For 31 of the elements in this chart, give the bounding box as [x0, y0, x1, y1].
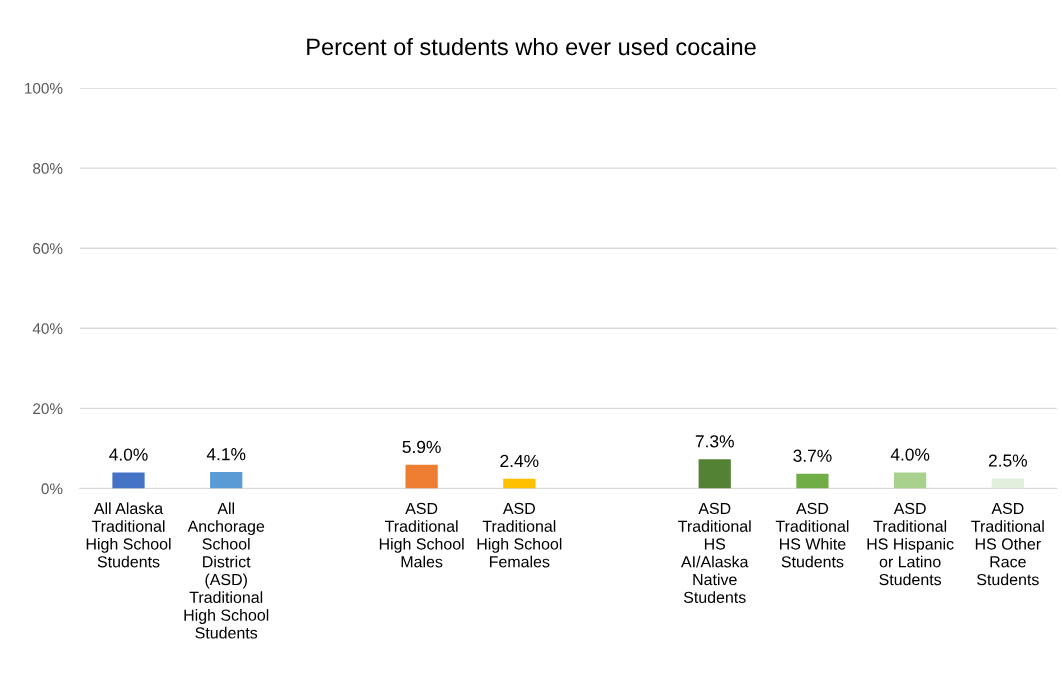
bar [112, 472, 145, 489]
data-label: 7.3% [695, 435, 734, 448]
data-label: 4.1% [206, 448, 246, 461]
data-label: 5.9% [402, 440, 441, 454]
y-tick-label: 100% [25, 82, 63, 94]
bar [991, 478, 1024, 489]
bar [503, 478, 536, 489]
x-tick-label: All Alaska Traditional High School Students [86, 502, 171, 568]
bar [405, 464, 438, 489]
x-tick-label: All Anchorage School District (ASD) Traditional High School Students [184, 502, 269, 639]
y-tick-label: 0% [41, 483, 63, 495]
data-label: 2.5% [988, 454, 1028, 467]
x-tick-label: ASD Traditional HS Hispanic or Latino Students [867, 502, 954, 586]
x-tick-label: ASD Traditional High School Males [379, 502, 464, 568]
y-tick-label: 20% [33, 403, 63, 415]
data-label: 4.0% [890, 448, 930, 461]
x-tick-label: ASD Traditional HS Other Race Students [971, 502, 1044, 586]
x-tick-label: ASD Traditional HS White Students [775, 502, 849, 568]
data-label: 4.0% [109, 448, 148, 461]
bar [698, 459, 731, 489]
y-tick-label: 80% [33, 163, 63, 174]
bar [796, 473, 829, 489]
data-label: 2.4% [500, 454, 539, 468]
y-tick-label: 40% [32, 323, 63, 334]
y-tick-label: 60% [33, 243, 63, 254]
x-tick-label: ASD Traditional HS AI/Alaska Native Students [678, 502, 751, 604]
chart-title: Percent of students who ever used cocaine [307, 37, 756, 56]
x-tick-label: ASD Traditional High School Females [477, 502, 562, 568]
data-label: 3.7% [793, 449, 832, 462]
bar [894, 472, 927, 489]
bar [210, 472, 243, 489]
